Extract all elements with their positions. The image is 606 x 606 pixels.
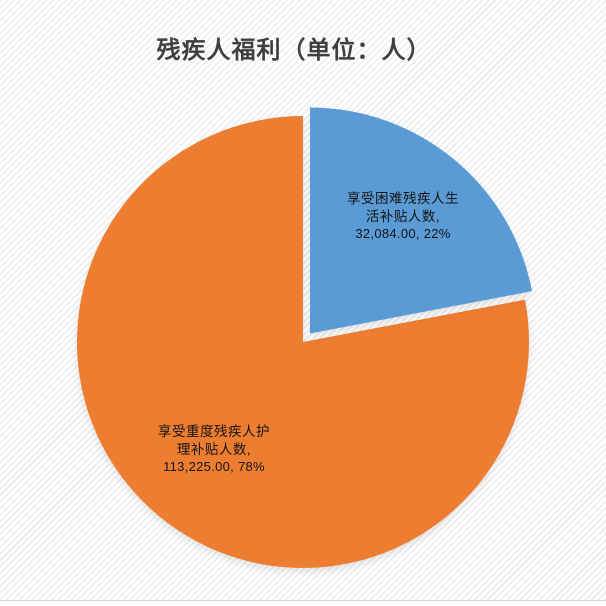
data-label-severe-disability-care-subsidy: 享受重度残疾人护 理补贴人数, 113,225.00, 78% <box>134 423 294 476</box>
data-label-text-line: 享受困难残疾人生 <box>347 191 459 206</box>
chart-title: 残疾人福利（单位：人） <box>156 38 432 64</box>
data-label-text-line: 享受重度残疾人护 <box>158 424 270 439</box>
data-label-value-line: 32,084.00, 22% <box>355 226 451 241</box>
data-label-text-line: 活补贴人数, <box>365 208 441 224</box>
data-label-difficult-disability-living-subsidy: 享受困难残疾人生 活补贴人数, 32,084.00, 22% <box>328 190 478 243</box>
pie-slice-difficult-disability-living-subsidy[interactable] <box>310 107 533 334</box>
pie-slice-severe-disability-care-subsidy[interactable] <box>77 115 530 568</box>
data-label-text-line: 理补贴人数, <box>176 441 252 457</box>
data-label-value-line: 113,225.00, 78% <box>163 459 265 474</box>
